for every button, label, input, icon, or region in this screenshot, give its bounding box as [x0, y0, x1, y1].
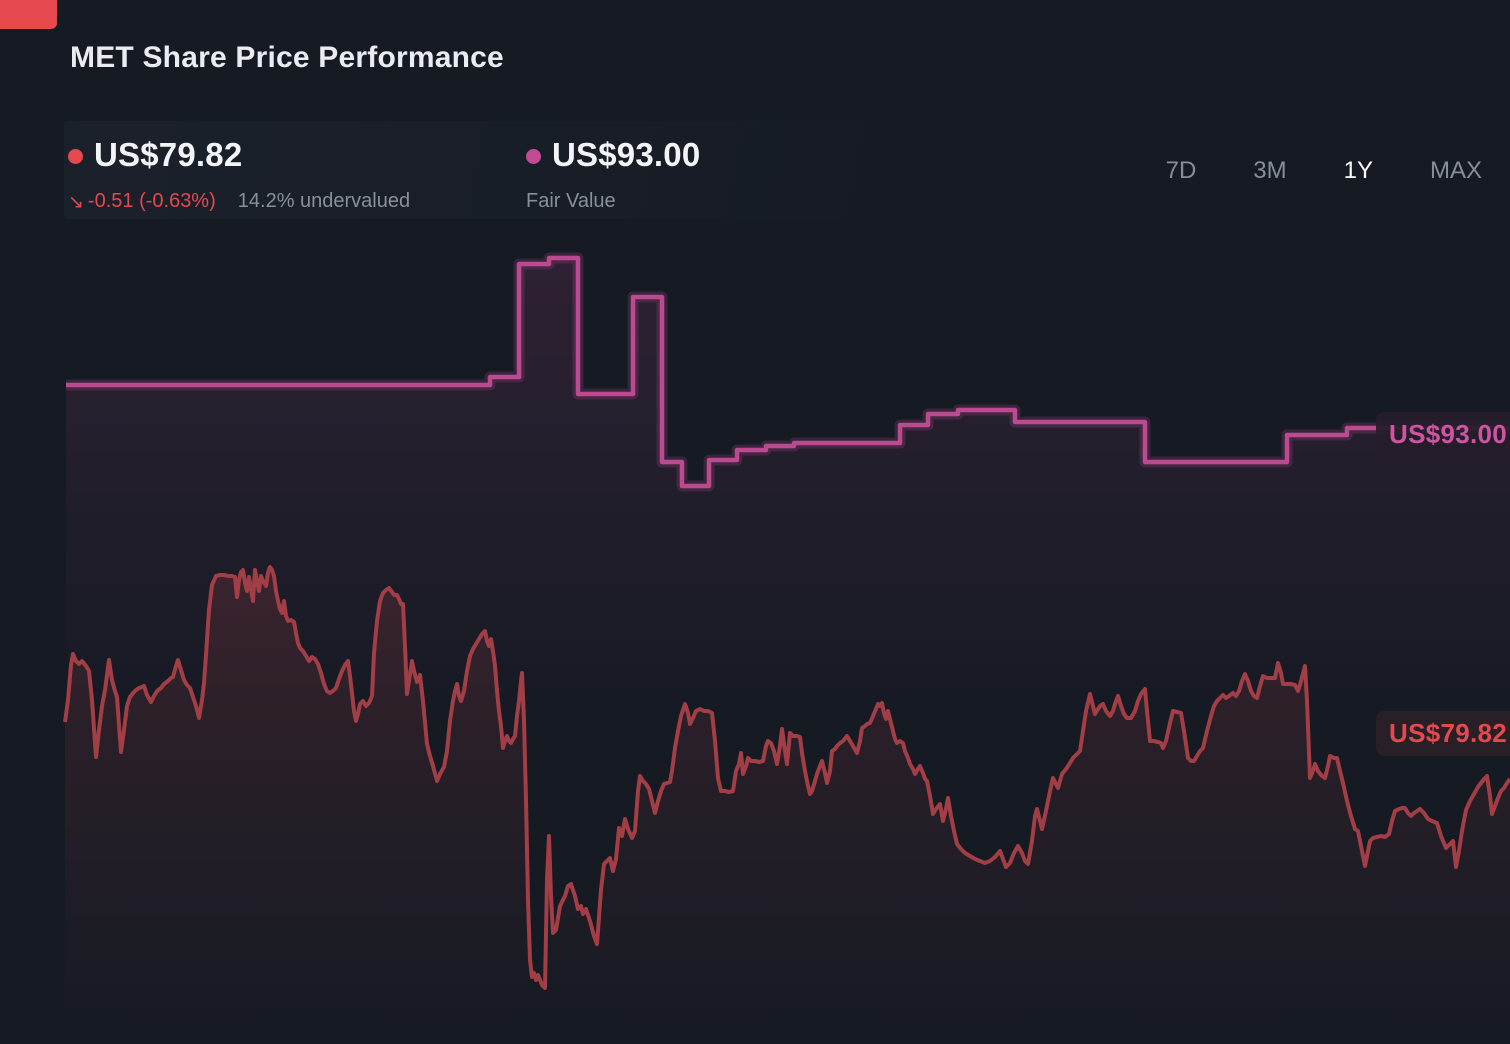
fair-value-dot-icon	[526, 148, 541, 164]
share-price-stat: US$79.82	[68, 136, 242, 174]
range-button-7d[interactable]: 7D	[1165, 157, 1197, 184]
share-price-line	[63, 565, 1510, 990]
share-price-area	[65, 567, 1510, 1044]
corner-accent	[0, 0, 57, 29]
fair-value-stat: US$93.00	[526, 136, 700, 174]
range-button-3m[interactable]: 3M	[1253, 157, 1287, 184]
share-price-change: ↘ -0.51 (-0.63%)	[68, 190, 216, 213]
fair-value-label: Fair Value	[526, 190, 616, 212]
fair-value-subline: Fair Value	[526, 190, 616, 213]
share-price-dot-icon	[68, 148, 83, 164]
fair-value-line	[66, 255, 1510, 489]
range-button-max[interactable]: MAX	[1429, 157, 1482, 184]
range-buttons: 7D 3M 1Y MAX	[1164, 157, 1484, 185]
share-price-change-text: -0.51 (-0.63%)	[87, 190, 216, 212]
share-price-subline: ↘ -0.51 (-0.63%) 14.2% undervalued	[68, 190, 410, 213]
undervalued-note: 14.2% undervalued	[237, 190, 411, 212]
down-right-arrow-icon: ↘	[68, 192, 84, 213]
page-title: MET Share Price Performance	[70, 41, 504, 74]
fair-value-badge: US$93.00	[1376, 412, 1510, 457]
fair-value-value: US$93.00	[552, 136, 701, 173]
range-button-1y[interactable]: 1Y	[1343, 157, 1373, 184]
share-price-badge: US$79.82	[1376, 711, 1510, 756]
share-price-value: US$79.82	[94, 136, 243, 173]
